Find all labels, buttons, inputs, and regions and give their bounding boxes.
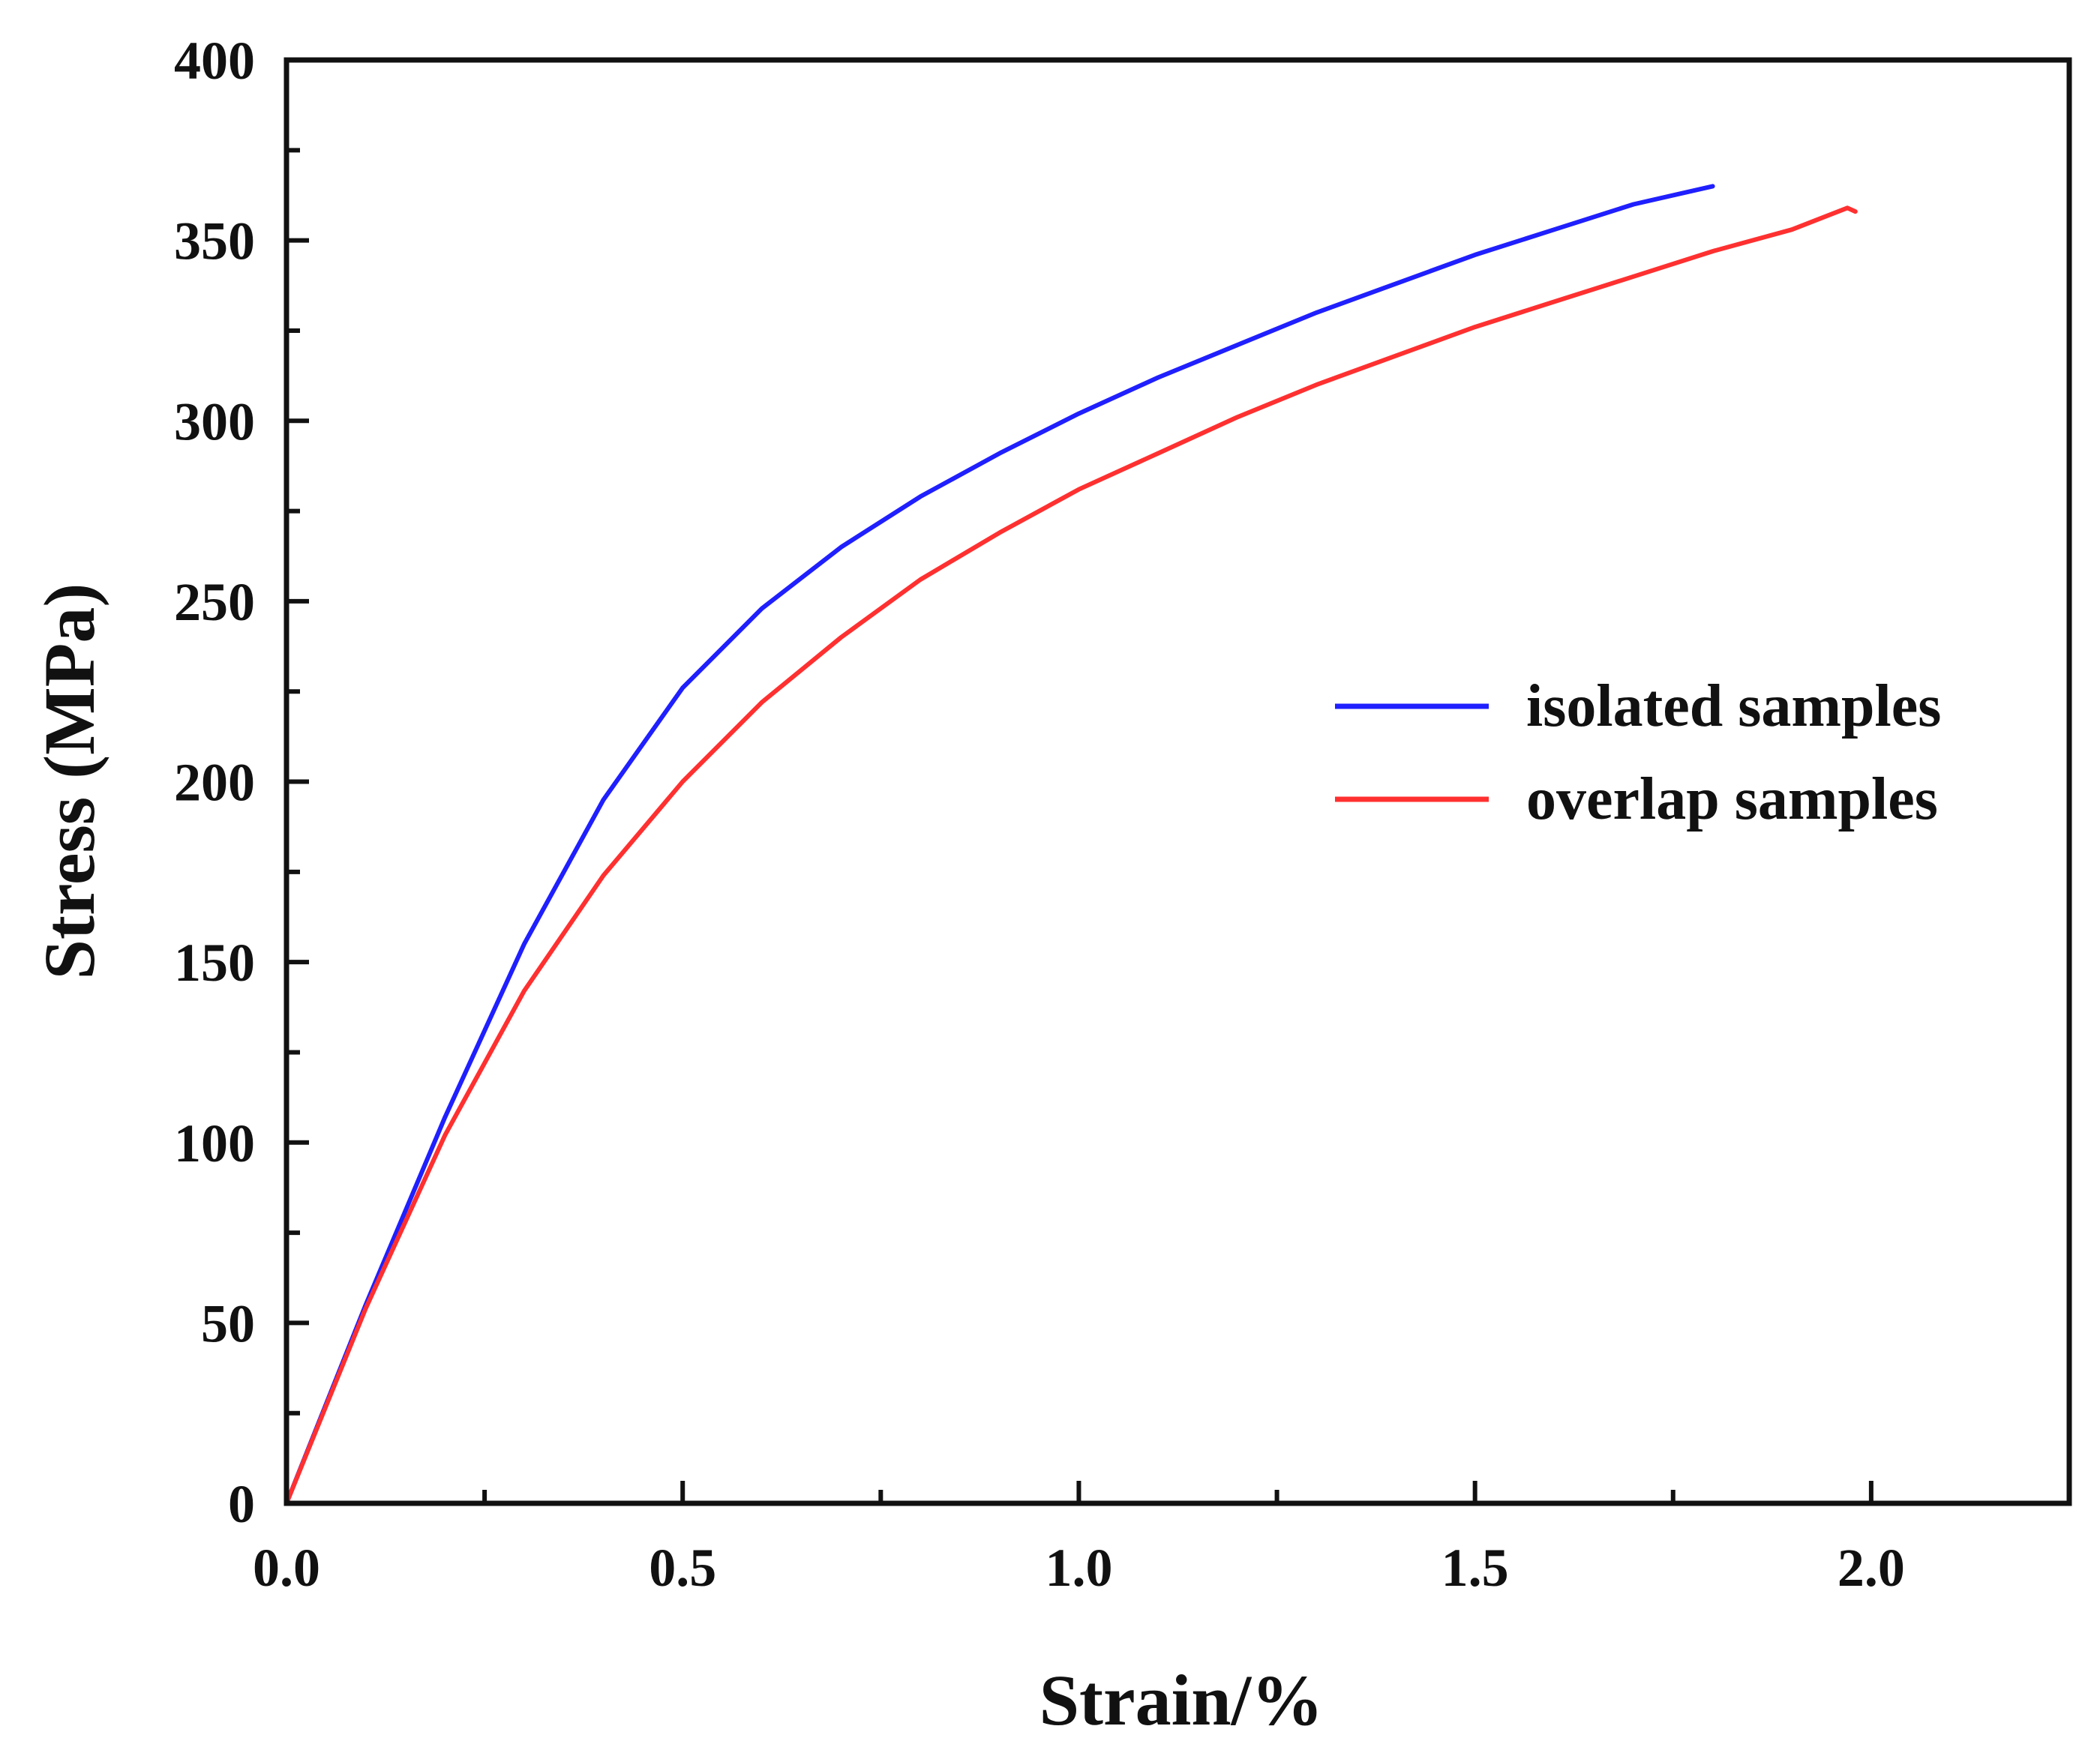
legend-label-overlap: overlap samples xyxy=(1526,766,1938,832)
y-tick-label: 200 xyxy=(174,753,255,813)
y-tick-label: 300 xyxy=(174,391,255,451)
plot-content xyxy=(284,184,1858,1506)
x-axis-title: Strain/% xyxy=(1040,1660,1324,1740)
x-tick-label: 1.5 xyxy=(1442,1538,1509,1598)
x-tick-label: 1.0 xyxy=(1045,1538,1112,1598)
y-tick-label: 150 xyxy=(174,933,255,993)
y-tick-label: 400 xyxy=(174,31,255,91)
y-axis-title: Stress (MPa) xyxy=(29,583,110,980)
y-tick-label: 350 xyxy=(174,211,255,271)
y-tick-label: 250 xyxy=(174,572,255,632)
series-line-overlap xyxy=(284,205,1858,1506)
y-tick-label: 100 xyxy=(174,1113,255,1173)
x-axis-ticks: 0.0 0.5 1.0 1.5 2.0 xyxy=(253,1481,2072,1598)
y-axis-ticks: 0 50 100 150 200 250 300 350 400 xyxy=(174,31,309,1534)
y-tick-label: 50 xyxy=(201,1293,255,1353)
x-tick-label: 0.5 xyxy=(649,1538,716,1598)
series-line-isolated xyxy=(284,184,1715,1506)
legend: isolated samples overlap samples xyxy=(1335,673,1941,832)
y-tick-label: 0 xyxy=(228,1474,255,1534)
legend-label-isolated: isolated samples xyxy=(1526,673,1941,739)
x-tick-label: 0.0 xyxy=(253,1538,320,1598)
x-tick-label: 2.0 xyxy=(1838,1538,1905,1598)
